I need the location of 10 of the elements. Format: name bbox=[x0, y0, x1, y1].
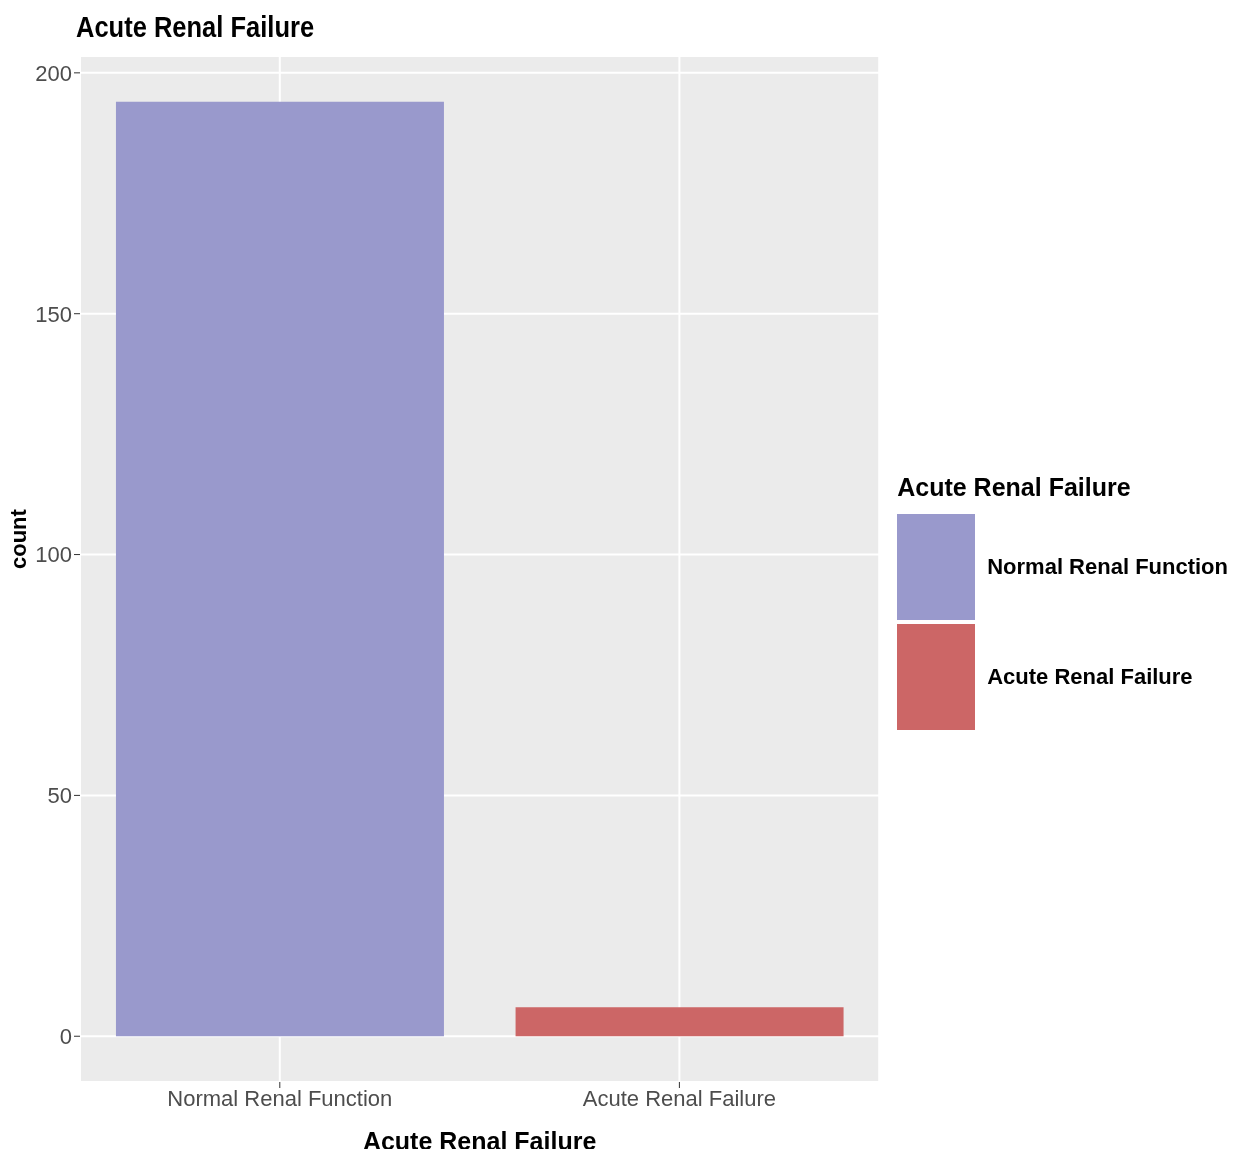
text: Acute Renal Failure bbox=[987, 663, 1193, 690]
y-tick-label: 200 bbox=[35, 60, 72, 86]
text: Normal Renal Function bbox=[987, 553, 1228, 580]
y-tick-label: 100 bbox=[35, 542, 72, 568]
y-tick-label: 50 bbox=[47, 783, 72, 809]
y-tick-label: 0 bbox=[59, 1024, 72, 1050]
legend-title: Acute Renal Failure bbox=[897, 472, 1132, 502]
chart-title: Acute Renal Failure bbox=[76, 10, 315, 44]
y-tick-label: 150 bbox=[35, 301, 72, 327]
y-axis-title: count bbox=[5, 508, 31, 569]
